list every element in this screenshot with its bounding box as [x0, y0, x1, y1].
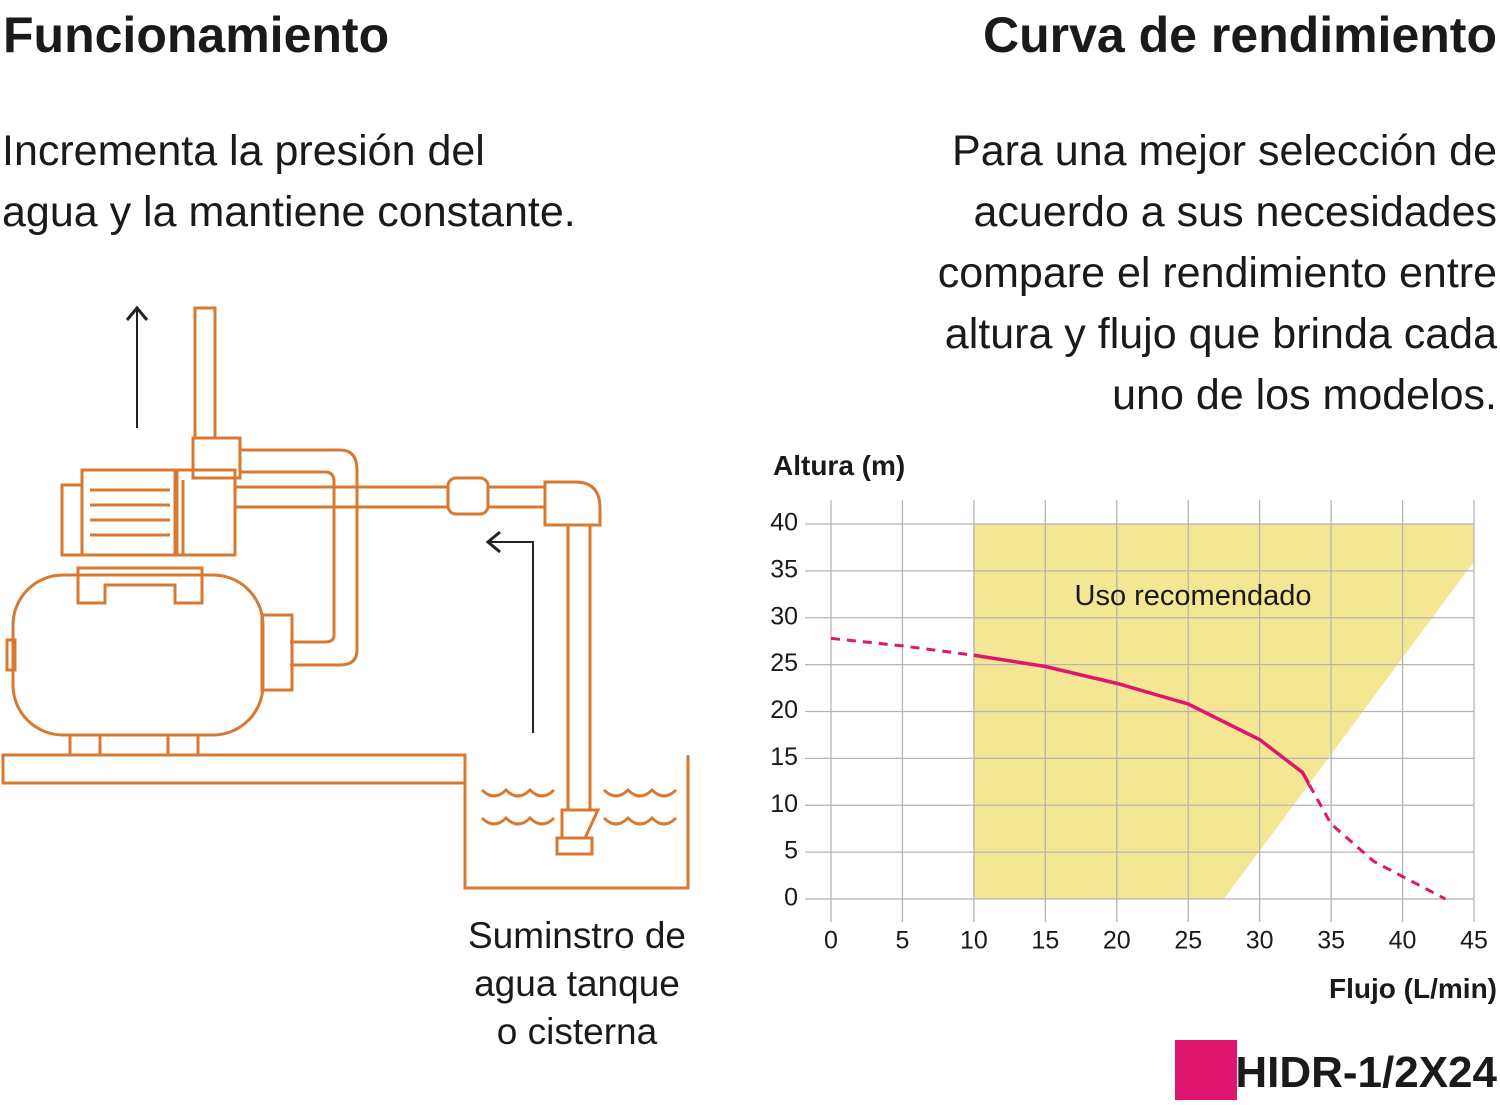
left-description: agua y la mantiene constante. — [2, 188, 576, 236]
right-description: altura y flujo que brinda cada — [945, 310, 1497, 358]
x-tick-label: 15 — [1031, 927, 1059, 955]
legend-label: HIDR-1/2X24 — [1235, 1048, 1497, 1097]
x-axis-label: Flujo (L/min) — [1329, 973, 1497, 1004]
x-tick-label: 40 — [1389, 927, 1417, 955]
y-tick-label: 20 — [770, 696, 798, 724]
right-description: uno de los modelos. — [1112, 371, 1497, 419]
y-tick-label: 5 — [784, 837, 798, 865]
y-axis-label: Altura (m) — [773, 450, 905, 481]
pump-diagram — [1, 305, 690, 890]
x-tick-label: 5 — [895, 927, 909, 955]
y-tick-label: 30 — [770, 602, 798, 630]
y-tick-label: 35 — [770, 555, 798, 583]
x-tick-label: 20 — [1103, 927, 1131, 955]
left-description: Incrementa la presión del — [2, 127, 485, 175]
series-line-dashed — [830, 636, 1447, 901]
right-title: Curva de rendimiento — [983, 7, 1497, 63]
right-description: compare el rendimiento entre — [938, 249, 1497, 297]
series-line — [973, 653, 1310, 789]
y-tick-label: 40 — [770, 509, 798, 537]
x-tick-label: 0 — [824, 927, 838, 955]
y-tick-label: 10 — [770, 790, 798, 818]
annotation: Uso recomendado — [1075, 580, 1312, 612]
caption: Suminstro de — [468, 915, 686, 956]
x-tick-label: 45 — [1460, 927, 1488, 955]
y-tick-label: 0 — [784, 884, 798, 912]
left-title: Funcionamiento — [3, 7, 389, 63]
chart: Altura (m) Flujo (L/min) 0 5 10 15 20 25 30 35 4… — [770, 450, 1498, 1100]
x-tick-label: 10 — [960, 927, 988, 955]
caption: agua tanque — [474, 963, 680, 1004]
right-description: Para una mejor selección de — [952, 127, 1497, 175]
caption: o cisterna — [497, 1011, 658, 1052]
x-tick-label: 25 — [1174, 927, 1202, 955]
right-description: acuerdo a sus necesidades — [973, 188, 1497, 236]
x-tick-label: 30 — [1246, 927, 1274, 955]
y-tick-label: 25 — [770, 649, 798, 677]
y-tick-label: 15 — [770, 743, 798, 771]
x-tick-label: 35 — [1317, 927, 1345, 955]
legend-swatch — [1175, 1040, 1237, 1100]
